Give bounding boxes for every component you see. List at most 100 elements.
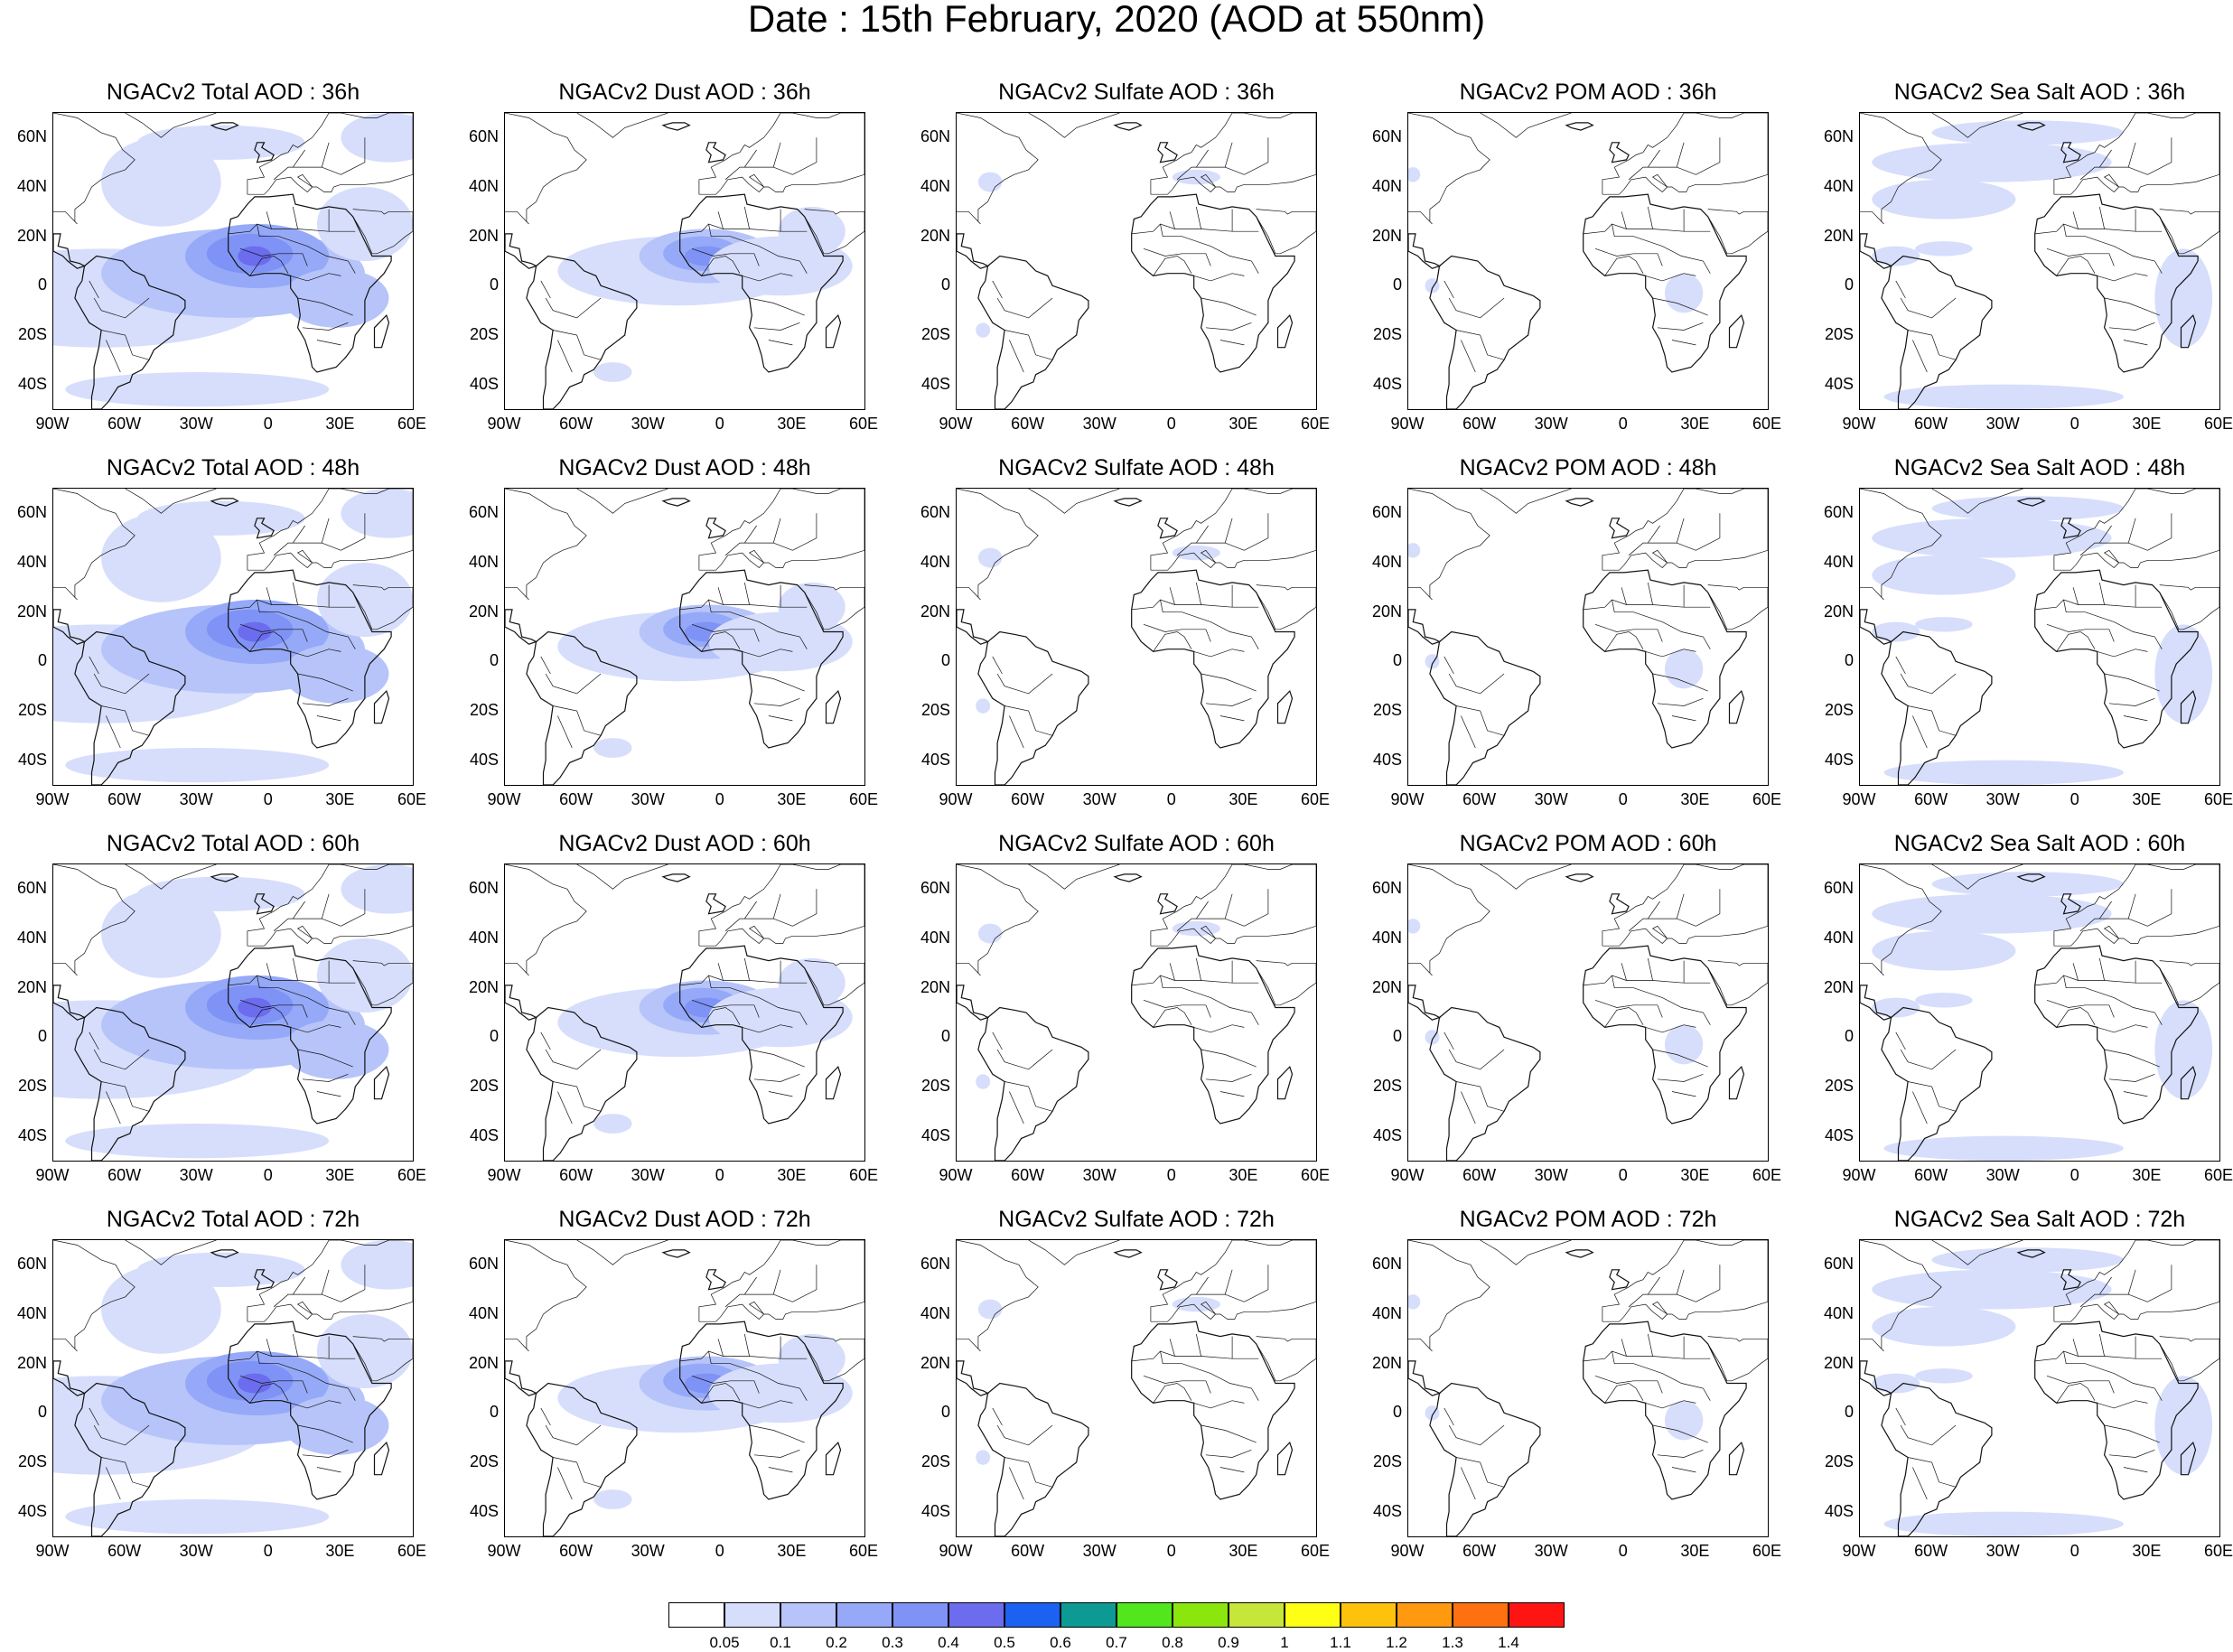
lon-tick-label: 60E [397,1542,427,1560]
lat-tick-label: 60N [1823,127,1854,146]
country-border [1004,330,1053,360]
aod-shading [1872,1373,1920,1394]
panel-title: NGACv2 Sulfate AOD : 72h [998,1207,1275,1232]
aod-shading [341,489,413,538]
colorbar-label: 1.3 [1442,1634,1463,1651]
map-frame [52,488,414,786]
map-canvas [505,1240,864,1536]
country-border [1895,656,1906,675]
lat-tick-label: 40N [920,929,950,947]
aod-shading [1883,1511,2124,1536]
country-border [1169,1339,1175,1357]
lat-tick-label: 0 [1844,651,1854,670]
country-border [1648,1276,1660,1295]
map-canvas [1860,113,2219,409]
coastline-arabia [1707,960,1768,1006]
country-border [2097,649,2148,658]
coastline-arabia [1256,1336,1316,1382]
country-border [293,901,305,919]
lon-tick-label: 30W [1534,415,1568,433]
country-border [1628,542,1696,556]
lat-tick-label: 20N [16,1353,47,1372]
colorbar-box [1285,1602,1341,1628]
lon-tick-label: 90W [1390,415,1425,433]
aod-shading [1931,120,2124,145]
country-border [1193,273,1245,282]
country-border [1219,340,1245,346]
coastline-southAmerica [526,1006,638,1161]
country-border [1612,975,1711,1025]
lat-tick-label: 40N [16,1304,47,1322]
coastline-centralAmerica [957,985,990,1021]
colorbar-label: 0.2 [826,1634,847,1651]
coastline-arabia [1256,960,1316,1006]
country-border [2108,1449,2155,1458]
country-border [292,206,298,229]
lon-tick-label: 30E [2132,1166,2162,1184]
coastline-northAmerica [53,1240,135,1352]
aod-shading [1664,273,1704,313]
aod-shading [101,889,221,978]
country-border [1604,1383,1644,1404]
lon-tick-label: 30E [1229,415,1258,433]
lon-tick-label: 60E [397,415,427,433]
country-border [691,1375,760,1394]
coastline-madagascar [1276,1065,1294,1100]
lon-tick-label: 0 [2069,415,2079,433]
lat-tick-label: 20N [468,226,499,245]
lat-tick-label: 40S [1372,1125,1402,1144]
aod-shading [65,748,330,783]
lat-tick-label: 40S [1372,750,1402,769]
lat-tick-label: 40S [920,750,950,769]
coastline-europe [2053,489,2219,571]
coastline-northAmerica [1860,489,1942,601]
coastline-madagascar [1728,689,1745,724]
coastline-greenland [1028,489,1120,514]
coastline-northAmerica [505,113,587,225]
country-border [1594,1375,1663,1394]
lon-tick-label: 30E [2132,415,2162,433]
country-border [701,631,741,652]
map-panel-seasalt-60h: NGACv2 Sea Salt AOD : 60h 60N 40N 20N 0 20S 40… [1807,831,2233,1196]
country-border [1912,715,1928,749]
country-border [257,223,356,274]
coastline-southAmerica [74,255,186,409]
country-border [1628,166,1696,181]
country-border [2097,1400,2148,1409]
lat-tick-label: 40N [1823,1304,1854,1322]
country-border [302,697,349,706]
coastline-greenland [1028,864,1120,890]
map-frame [52,1239,414,1537]
country-border [1912,1467,1928,1500]
map-panel-pom-60h: NGACv2 POM AOD : 60h 60N 40N 20N 0 20S 40S 90W 6… [1355,831,1781,1196]
country-border [792,889,818,927]
lat-tick-label: 60N [16,879,47,898]
lat-tick-label: 20N [16,226,47,245]
lat-tick-label: 40S [1824,1501,1854,1520]
colorbar-box [1509,1602,1565,1628]
lat-tick-label: 60N [920,1255,950,1274]
country-border [1908,705,1957,736]
aod-shading [593,738,632,758]
country-border [1648,149,1660,168]
lat-tick-label: 20S [1372,701,1402,719]
country-border [106,1467,121,1500]
country-border [1224,142,1233,168]
country-border [1201,1049,1257,1068]
country-border [772,142,781,168]
country-border [1009,1467,1024,1500]
lon-tick-label: 0 [1618,415,1628,433]
coastline-arabia [1707,584,1768,630]
coastline-europe [1602,113,1768,195]
colorbar [668,1602,1565,1629]
country-border [292,582,298,605]
country-border [540,656,551,675]
lon-tick-label: 0 [263,790,273,808]
aod-shading [1872,555,2016,595]
coastline-africa [228,193,392,373]
map-panel-pom-72h: NGACv2 POM AOD : 72h 60N 40N 20N 0 20S 40S 90W 6… [1355,1207,1781,1572]
lon-tick-label: 60W [1462,1542,1497,1560]
lon-tick-label: 30W [1082,1542,1116,1560]
country-border [1160,599,1259,649]
country-border [1219,1091,1245,1097]
